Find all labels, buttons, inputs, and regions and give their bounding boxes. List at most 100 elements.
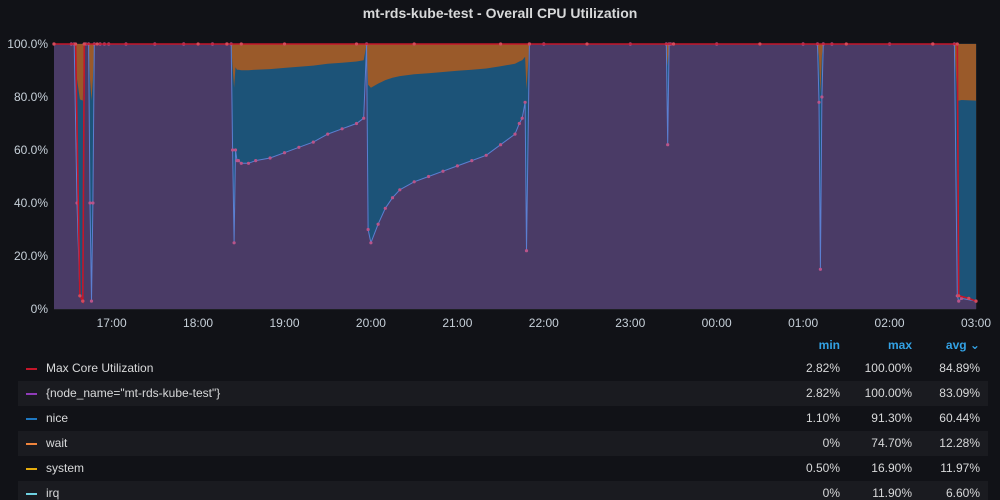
- max-core-point: [82, 42, 86, 46]
- legend-row[interactable]: Max Core Utilization 2.82% 100.00% 84.89%: [18, 356, 988, 381]
- legend-min-value: 1.10%: [805, 411, 840, 425]
- y-tick-label: 20.0%: [14, 249, 48, 263]
- y-tick-label: 80.0%: [14, 90, 48, 104]
- max-core-point: [967, 296, 971, 300]
- max-core-point: [957, 294, 961, 298]
- x-tick-label: 23:00: [615, 316, 645, 330]
- legend-series-name[interactable]: Max Core Utilization: [46, 361, 154, 375]
- node-data-point: [88, 201, 92, 205]
- node-data-point: [297, 145, 301, 149]
- x-tick-label: 00:00: [702, 316, 732, 330]
- legend-swatch[interactable]: [26, 368, 37, 370]
- legend-min-value: 2.82%: [805, 386, 840, 400]
- legend-min-value: 0%: [822, 486, 840, 500]
- legend-max-value: 100.00%: [864, 386, 912, 400]
- node-data-point: [369, 241, 373, 245]
- node-data-point: [517, 121, 521, 126]
- node-data-point: [232, 241, 236, 245]
- legend-swatch[interactable]: [26, 443, 37, 445]
- legend-max-value: 74.70%: [871, 436, 912, 450]
- y-tick-label: 100.0%: [7, 37, 48, 51]
- max-core-point: [758, 42, 762, 46]
- max-core-point: [585, 42, 589, 46]
- legend-series-name[interactable]: system: [46, 461, 85, 475]
- x-tick-label: 02:00: [875, 316, 905, 330]
- legend-row[interactable]: system 0.50% 16.90% 11.97%: [18, 456, 988, 481]
- legend-max-value: 100.00%: [864, 361, 912, 375]
- node-data-point: [233, 148, 238, 152]
- y-tick-label: 40.0%: [14, 196, 48, 210]
- node-data-point: [513, 132, 517, 136]
- x-tick-label: 19:00: [269, 316, 299, 330]
- max-core-point: [412, 42, 416, 46]
- max-core-point: [974, 299, 978, 303]
- legend-series-name[interactable]: irq: [46, 486, 60, 500]
- legend-max-value: 16.90%: [871, 461, 912, 475]
- max-core-point: [52, 42, 56, 46]
- node-data-point: [441, 169, 445, 173]
- node-data-point: [427, 174, 431, 179]
- legend-min-value: 2.82%: [805, 361, 840, 375]
- cpu-utilization-chart[interactable]: 0% 20.0% 40.0% 60.0% 80.0% 100.0% 17:00 18:00 19…: [0, 0, 1000, 335]
- node-data-point: [524, 249, 529, 253]
- node-utilization-area: [54, 44, 976, 309]
- legend-max-value: 11.90%: [872, 486, 912, 500]
- max-core-point: [95, 42, 99, 46]
- legend-avg-value: 6.60%: [945, 486, 980, 500]
- legend-series-name[interactable]: wait: [46, 436, 68, 450]
- node-data-point: [354, 121, 359, 126]
- max-core-point: [81, 299, 85, 303]
- node-data-point: [362, 116, 366, 120]
- x-tick-label: 20:00: [356, 316, 386, 330]
- legend-max-value: 91.30%: [871, 411, 912, 425]
- legend-row[interactable]: nice 1.10% 91.30% 60.44%: [18, 406, 988, 431]
- node-data-point: [820, 95, 824, 99]
- panel-title: mt-rds-kube-test - Overall CPU Utilizati…: [362, 5, 638, 21]
- node-data-point: [366, 227, 370, 232]
- node-data-point: [376, 222, 380, 226]
- max-core-point: [78, 294, 82, 298]
- legend-series-name[interactable]: nice: [46, 411, 69, 425]
- node-data-point: [817, 100, 821, 104]
- legend-table: min max avg ⌄ Max Core Utilization 2.82% 1…: [18, 334, 988, 500]
- legend-row[interactable]: irq 0% 11.90% 6.60%: [18, 481, 988, 500]
- max-core-point: [931, 42, 935, 46]
- node-data-point: [412, 180, 416, 184]
- node-data-point: [818, 267, 823, 271]
- legend-swatch[interactable]: [26, 493, 37, 495]
- max-core-point: [671, 42, 676, 46]
- max-core-point: [844, 42, 848, 46]
- x-tick-label: 17:00: [97, 316, 127, 330]
- legend-swatch[interactable]: [26, 418, 37, 420]
- max-core-point: [196, 42, 200, 46]
- max-core-point: [282, 42, 287, 46]
- node-data-point: [957, 299, 961, 303]
- legend-avg-value: 84.89%: [939, 361, 980, 375]
- y-tick-label: 0%: [31, 302, 49, 316]
- legend-row[interactable]: {node_name="mt-rds-kube-test"} 2.82% 100.0…: [18, 381, 988, 406]
- legend-swatch[interactable]: [26, 393, 37, 395]
- node-data-point: [89, 299, 94, 303]
- node-data-point: [282, 151, 287, 155]
- node-data-point: [268, 156, 272, 160]
- max-core-point: [955, 42, 959, 46]
- legend-header-max[interactable]: max: [887, 338, 912, 352]
- legend-series-name[interactable]: {node_name="mt-rds-kube-test"}: [46, 386, 221, 400]
- node-data-point: [236, 159, 240, 163]
- node-data-point: [455, 164, 459, 168]
- node-data-point: [666, 143, 670, 147]
- legend-swatch[interactable]: [26, 468, 37, 470]
- node-data-point: [239, 161, 243, 165]
- x-tick-label: 18:00: [183, 316, 213, 330]
- node-data-point: [484, 153, 488, 157]
- max-core-point: [239, 42, 243, 46]
- legend-header-avg[interactable]: avg ⌄: [945, 338, 980, 352]
- x-tick-label: 21:00: [442, 316, 472, 330]
- node-data-point: [960, 296, 964, 300]
- x-tick-label: 03:00: [961, 316, 991, 330]
- legend-header-min[interactable]: min: [818, 338, 840, 352]
- legend-row[interactable]: wait 0% 74.70% 12.28%: [18, 431, 988, 456]
- node-data-point: [311, 140, 315, 144]
- node-data-point: [390, 196, 395, 200]
- x-tick-label: 01:00: [788, 316, 818, 330]
